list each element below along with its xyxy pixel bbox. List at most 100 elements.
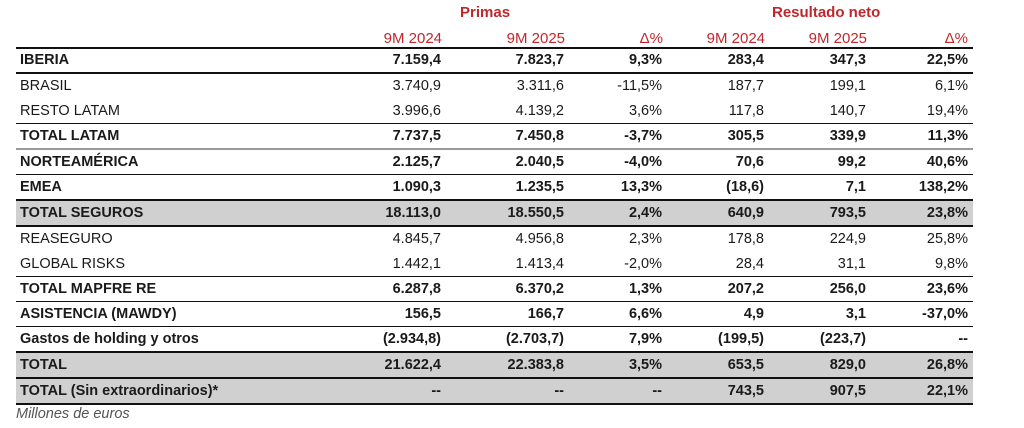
cell-value: (199,5)	[718, 331, 764, 347]
results-table: IBERIA 7.159,4 7.823,7 9,3% 283,4 347,3 22,5% B…	[16, 48, 973, 405]
cell-value: 207,2	[727, 281, 764, 297]
row-label: NORTEAMÉRICA	[20, 154, 139, 170]
cell-value: 7.450,8	[515, 128, 564, 144]
cell-value: 199,1	[829, 78, 866, 94]
cell-value: 793,5	[769, 200, 871, 226]
cell-value: (2.703,7)	[505, 331, 564, 347]
cell-value: 7.737,5	[392, 128, 441, 144]
row-label: TOTAL	[16, 352, 345, 378]
cell-value: --	[569, 378, 667, 404]
cell-value: 40,6%	[926, 154, 968, 170]
cell-value: 18.550,5	[446, 200, 569, 226]
cell-value: 11,3%	[927, 128, 968, 144]
cell-value: 347,3	[829, 52, 866, 68]
cell-value: 4.845,7	[392, 231, 441, 247]
cell-value: 1.235,5	[515, 179, 564, 195]
cell-value: 7.159,4	[392, 52, 441, 68]
cell-value: 3,5%	[569, 352, 667, 378]
cell-value: 22,5%	[926, 52, 968, 68]
table-row: REASEGURO 4.845,7 4.956,8 2,3% 178,8 224,9 25,…	[16, 226, 973, 252]
cell-value: 224,9	[829, 231, 866, 247]
cell-value: 640,9	[667, 200, 769, 226]
row-label: BRASIL	[20, 78, 72, 94]
cell-value: 305,5	[727, 128, 764, 144]
cell-value: 4.956,8	[515, 231, 564, 247]
cell-value: (223,7)	[820, 331, 866, 347]
cell-value: 187,7	[727, 78, 764, 94]
col-header: 9M 2025	[506, 30, 565, 47]
row-label: RESTO LATAM	[20, 103, 120, 119]
cell-value: 19,4%	[926, 103, 968, 119]
table-row: IBERIA 7.159,4 7.823,7 9,3% 283,4 347,3 22,5%	[16, 48, 973, 73]
table-row: TOTAL (Sin extraordinarios)* -- -- -- 743,5 9…	[16, 378, 973, 404]
table-row: EMEA 1.090,3 1.235,5 13,3% (18,6) 7,1 138,2%	[16, 175, 973, 200]
cell-value: 743,5	[667, 378, 769, 404]
cell-value: (2.934,8)	[382, 331, 441, 347]
cell-value: 7,1	[845, 179, 866, 195]
cell-value: -2,0%	[624, 256, 662, 272]
cell-value: 18.113,0	[345, 200, 446, 226]
table-row: TOTAL LATAM 7.737,5 7.450,8 -3,7% 305,5 339,9…	[16, 124, 973, 149]
cell-value: 256,0	[829, 281, 866, 297]
cell-value: -4,0%	[624, 154, 662, 170]
footnote: Millones de euros	[16, 406, 130, 422]
cell-value: 22.383,8	[446, 352, 569, 378]
cell-value: 6.287,8	[392, 281, 441, 297]
cell-value: 9,3%	[628, 52, 662, 68]
row-label: TOTAL SEGUROS	[16, 200, 345, 226]
cell-value: 3,6%	[628, 103, 662, 119]
table-row: BRASIL 3.740,9 3.311,6 -11,5% 187,7 199,1 6,1%	[16, 73, 973, 99]
cell-value: 99,2	[837, 154, 866, 170]
cell-value: 70,6	[735, 154, 764, 170]
cell-value: 2.125,7	[392, 154, 441, 170]
col-header: 9M 2025	[808, 30, 867, 47]
row-label: TOTAL LATAM	[20, 128, 120, 144]
cell-value: 138,2%	[918, 179, 968, 195]
cell-value: 9,8%	[934, 256, 968, 272]
cell-value: --	[446, 378, 569, 404]
cell-value: 1.090,3	[392, 179, 441, 195]
cell-value: 3.740,9	[392, 78, 441, 94]
cell-value: 6,6%	[628, 306, 662, 322]
header-rule	[16, 47, 973, 49]
col-header: Δ%	[639, 30, 663, 47]
table-row: RESTO LATAM 3.996,6 4.139,2 3,6% 117,8 140,7 1…	[16, 99, 973, 124]
row-label: Gastos de holding y otros	[20, 331, 199, 347]
col-header: 9M 2024	[706, 30, 765, 47]
cell-value: 907,5	[769, 378, 871, 404]
cell-value: 339,9	[829, 128, 866, 144]
cell-value: 7.823,7	[515, 52, 564, 68]
cell-value: 653,5	[667, 352, 769, 378]
cell-value: 2,4%	[569, 200, 667, 226]
row-label: ASISTENCIA (MAWDY)	[20, 306, 177, 322]
cell-value: --	[958, 331, 968, 347]
table-row: TOTAL MAPFRE RE 6.287,8 6.370,2 1,3% 207,2 25…	[16, 277, 973, 302]
cell-value: -37,0%	[922, 306, 968, 322]
cell-value: 23,8%	[871, 200, 973, 226]
cell-value: 2,3%	[628, 231, 662, 247]
cell-value: 2.040,5	[515, 154, 564, 170]
cell-value: 117,8	[728, 103, 764, 119]
group-header-primas: Primas	[460, 4, 511, 21]
cell-value: 6.370,2	[515, 281, 564, 297]
table-row: TOTAL SEGUROS 18.113,0 18.550,5 2,4% 640,9 79…	[16, 200, 973, 226]
cell-value: 3.311,6	[516, 78, 564, 94]
cell-value: 25,8%	[926, 231, 968, 247]
cell-value: 1.442,1	[392, 256, 441, 272]
row-label: TOTAL (Sin extraordinarios)*	[16, 378, 345, 404]
cell-value: 28,4	[735, 256, 764, 272]
table-row: TOTAL 21.622,4 22.383,8 3,5% 653,5 829,0 26,8%	[16, 352, 973, 378]
table-row: NORTEAMÉRICA 2.125,7 2.040,5 -4,0% 70,6 99,2 4…	[16, 149, 973, 175]
cell-value: 156,5	[404, 306, 441, 322]
cell-value: (18,6)	[726, 179, 764, 195]
row-label: GLOBAL RISKS	[20, 256, 126, 272]
row-label: IBERIA	[20, 52, 70, 68]
cell-value: 6,1%	[934, 78, 968, 94]
table-row: GLOBAL RISKS 1.442,1 1.413,4 -2,0% 28,4 31,1 9…	[16, 252, 973, 277]
cell-value: 829,0	[769, 352, 871, 378]
col-header: 9M 2024	[383, 30, 442, 47]
cell-value: 1.413,4	[515, 256, 564, 272]
table-body: IBERIA 7.159,4 7.823,7 9,3% 283,4 347,3 22,5% B…	[16, 48, 973, 404]
cell-value: 23,6%	[926, 281, 968, 297]
cell-value: 3,1	[845, 306, 866, 322]
